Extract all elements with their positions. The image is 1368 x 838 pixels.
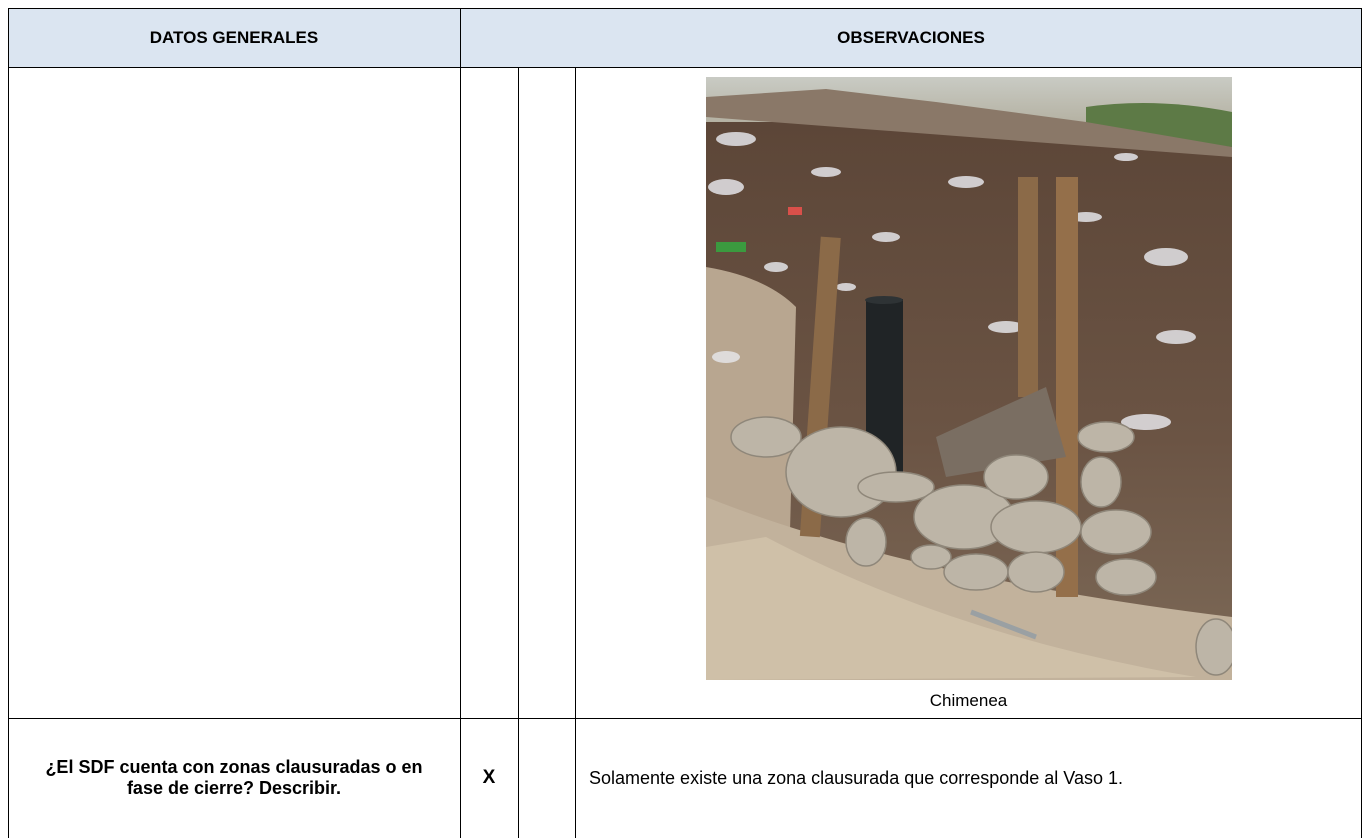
mark-text: X	[482, 767, 496, 788]
mark-cell: X	[460, 718, 518, 838]
rule	[8, 8, 1362, 9]
rule	[518, 67, 519, 838]
rule	[575, 67, 576, 838]
rule	[8, 8, 9, 838]
rule	[460, 8, 461, 838]
question-cell: ¿El SDF cuenta con zonas clausuradas o e…	[8, 718, 460, 838]
observation-cell: Solamente existe una zona clausurada que…	[575, 718, 1362, 838]
rule	[8, 718, 1362, 719]
header-cell: OBSERVACIONES	[460, 8, 1362, 67]
question-text: ¿El SDF cuenta con zonas clausuradas o e…	[45, 757, 423, 798]
header-text: OBSERVACIONES	[837, 27, 985, 47]
observation-text: Solamente existe una zona clausurada que…	[589, 767, 1124, 788]
photo	[706, 77, 1232, 680]
header-cell: DATOS GENERALES	[8, 8, 460, 67]
photo-caption: Chimenea	[929, 691, 1008, 710]
header-text: DATOS GENERALES	[149, 27, 319, 47]
rule	[8, 67, 1362, 68]
rule	[1361, 8, 1362, 838]
